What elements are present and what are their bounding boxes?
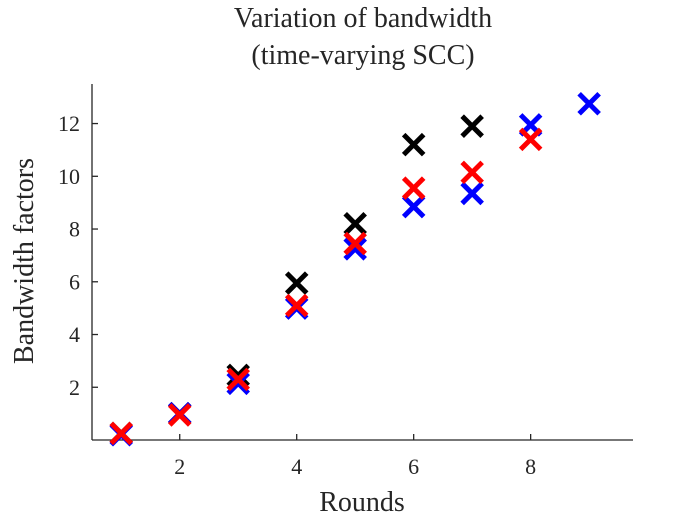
y-tick-label: 4: [69, 322, 80, 347]
marker-stroke: [518, 127, 543, 152]
marker-stroke: [460, 160, 484, 185]
data-point: [460, 114, 484, 138]
marker-stroke: [343, 211, 367, 236]
axes: [91, 84, 633, 441]
data-point: [577, 92, 601, 116]
data-point: [226, 363, 250, 388]
chart-title-line-1: Variation of bandwidth: [234, 3, 492, 34]
chart-title-line-2: (time-varying SCC): [251, 40, 474, 71]
marker-stroke: [226, 367, 250, 392]
data-point: [343, 231, 367, 256]
data-marks: [109, 92, 601, 447]
data-point: [460, 160, 484, 185]
data-point: [343, 237, 367, 261]
ticks: 2 4 6 8 2 4 6 8 10 12: [58, 111, 536, 479]
y-tick-label: 8: [69, 217, 80, 242]
y-tick-label: 10: [58, 164, 80, 189]
x-tick-label: 2: [174, 454, 185, 479]
marker-stroke: [577, 92, 601, 116]
data-point: [109, 421, 134, 446]
y-tick-label: 6: [69, 269, 80, 294]
data-point: [401, 132, 426, 157]
y-axis-label: Bandwidth factors: [9, 158, 40, 364]
marker-stroke: [343, 237, 367, 261]
x-axis-label: Rounds: [319, 487, 405, 518]
data-point: [284, 293, 309, 318]
data-point: [284, 271, 309, 295]
marker-stroke: [460, 181, 484, 206]
chart-title: Variation of bandwidth (time-varying SCC…: [234, 3, 492, 71]
data-point: [401, 176, 426, 200]
marker-stroke: [460, 114, 484, 138]
data-point: [518, 127, 543, 152]
marker-stroke: [401, 132, 426, 157]
x-tick-label: 8: [525, 454, 536, 479]
x-tick-label: 6: [408, 454, 419, 479]
marker-stroke: [226, 371, 250, 396]
marker-stroke: [401, 194, 426, 219]
data-point: [226, 367, 250, 392]
marker-stroke: [167, 403, 192, 427]
marker-stroke: [284, 271, 309, 295]
y-tick-label: 2: [69, 375, 80, 400]
marker-stroke: [284, 293, 309, 318]
x-tick-label: 4: [291, 454, 302, 479]
series-2-markers: [109, 127, 543, 446]
data-point: [167, 403, 192, 427]
marker-stroke: [401, 176, 426, 200]
marker-stroke: [343, 231, 367, 256]
data-point: [226, 371, 250, 396]
data-point: [401, 194, 426, 219]
marker-stroke: [226, 363, 250, 388]
data-point: [460, 181, 484, 206]
series-0-markers: [109, 114, 484, 446]
data-point: [343, 211, 367, 236]
y-tick-label: 12: [58, 111, 80, 136]
marker-stroke: [109, 421, 134, 446]
